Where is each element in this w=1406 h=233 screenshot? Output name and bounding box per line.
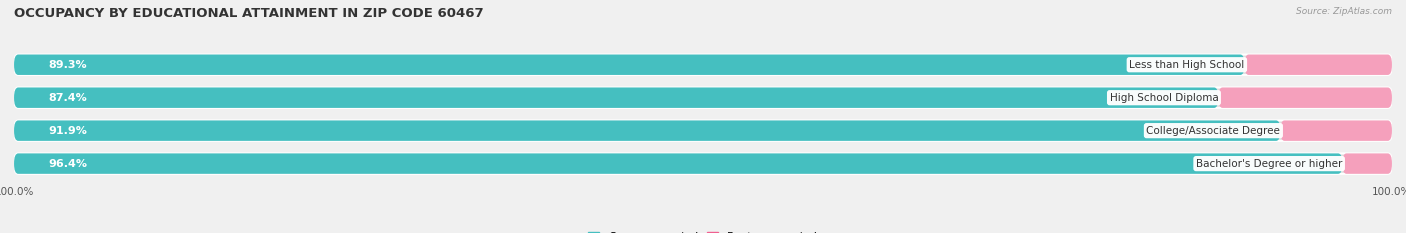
FancyBboxPatch shape: [14, 55, 1392, 75]
FancyBboxPatch shape: [14, 153, 1343, 174]
Text: 89.3%: 89.3%: [48, 60, 87, 70]
Text: 87.4%: 87.4%: [48, 93, 87, 103]
Text: 91.9%: 91.9%: [48, 126, 87, 136]
FancyBboxPatch shape: [1219, 87, 1392, 108]
Text: High School Diploma: High School Diploma: [1109, 93, 1219, 103]
FancyBboxPatch shape: [14, 120, 1281, 141]
FancyBboxPatch shape: [14, 87, 1219, 108]
Text: 96.4%: 96.4%: [48, 159, 87, 169]
FancyBboxPatch shape: [1343, 153, 1392, 174]
FancyBboxPatch shape: [1244, 55, 1392, 75]
Text: Source: ZipAtlas.com: Source: ZipAtlas.com: [1296, 7, 1392, 16]
FancyBboxPatch shape: [1281, 120, 1392, 141]
FancyBboxPatch shape: [14, 55, 1244, 75]
FancyBboxPatch shape: [14, 120, 1392, 141]
Text: OCCUPANCY BY EDUCATIONAL ATTAINMENT IN ZIP CODE 60467: OCCUPANCY BY EDUCATIONAL ATTAINMENT IN Z…: [14, 7, 484, 20]
Text: College/Associate Degree: College/Associate Degree: [1146, 126, 1281, 136]
Legend: Owner-occupied, Renter-occupied: Owner-occupied, Renter-occupied: [583, 227, 823, 233]
FancyBboxPatch shape: [14, 87, 1392, 108]
FancyBboxPatch shape: [14, 153, 1392, 174]
Text: Less than High School: Less than High School: [1129, 60, 1244, 70]
Text: Bachelor's Degree or higher: Bachelor's Degree or higher: [1197, 159, 1343, 169]
